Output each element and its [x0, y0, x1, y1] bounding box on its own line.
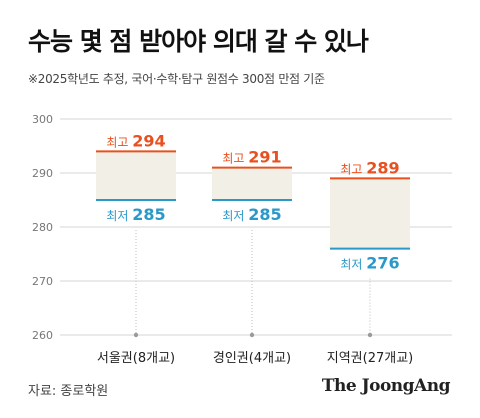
brand-logo: The JoongAng [321, 376, 451, 396]
baseline-dot [133, 332, 139, 338]
min-label-prefix: 최저 [106, 209, 132, 223]
min-label: 최저 276 [340, 254, 399, 273]
range-bar [96, 151, 176, 200]
y-tick-label: 280 [32, 221, 53, 234]
max-value: 294 [132, 131, 165, 150]
baseline-dot [249, 332, 255, 338]
min-value: 285 [132, 205, 165, 224]
max-label-prefix: 최고 [340, 162, 366, 176]
max-value: 291 [248, 148, 281, 167]
y-tick-label: 300 [32, 113, 53, 126]
baseline-dot [367, 332, 373, 338]
min-label: 최저 285 [222, 205, 281, 224]
category-label: 지역권(27개교) [327, 351, 414, 366]
min-value: 285 [248, 205, 281, 224]
y-tick-label: 290 [32, 167, 53, 180]
min-label-prefix: 최저 [222, 209, 248, 223]
min-label: 최저 285 [106, 205, 165, 224]
category-label: 서울권(8개교) [97, 351, 175, 366]
max-label-prefix: 최고 [106, 135, 132, 149]
min-label-prefix: 최저 [340, 258, 366, 272]
max-label: 최고 291 [222, 148, 281, 167]
y-tick-label: 270 [32, 275, 53, 288]
min-value: 276 [366, 254, 399, 273]
max-label: 최고 294 [106, 131, 165, 150]
y-tick-label: 260 [32, 329, 53, 342]
page-title: 수능 몇 점 받아야 의대 갈 수 있나 [28, 27, 369, 56]
range-bar [330, 178, 410, 249]
max-label-prefix: 최고 [222, 152, 248, 166]
category-label: 경인권(4개교) [213, 351, 291, 366]
page-subtitle: ※2025학년도 추정, 국어·수학·탐구 원점수 300점 만점 기준 [28, 72, 325, 86]
max-label: 최고 289 [340, 158, 399, 177]
max-value: 289 [366, 158, 399, 177]
range-bar [212, 167, 292, 200]
source-note: 자료: 종로학원 [28, 384, 109, 399]
